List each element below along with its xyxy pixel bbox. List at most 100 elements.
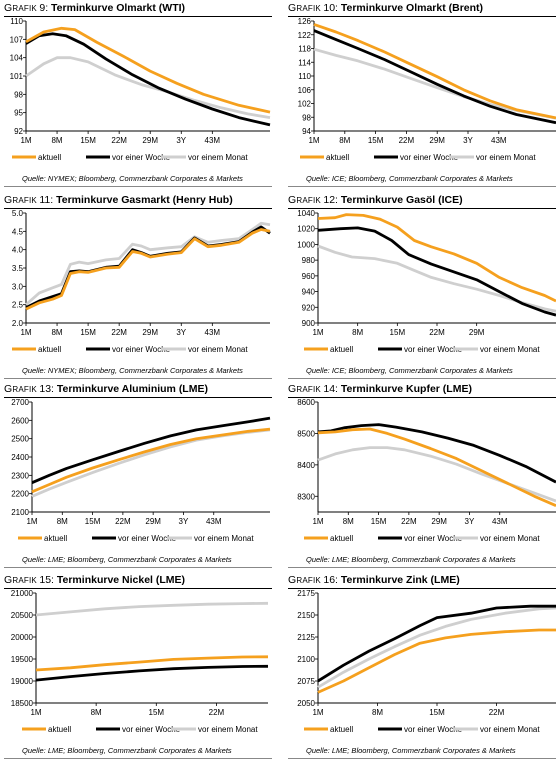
x-tick-label: 8M	[91, 708, 102, 717]
x-tick-label: 15M	[85, 517, 101, 526]
chart-title: GRAFIK 10: Terminkurve Olmarkt (Brent)	[288, 2, 483, 16]
title-rule	[4, 208, 272, 209]
y-tick-label: 94	[302, 127, 311, 136]
y-tick-label: 98	[14, 90, 23, 99]
x-tick-label: 43M	[205, 136, 221, 145]
x-tick-label: 22M	[111, 136, 127, 145]
x-tick-label: 8M	[339, 136, 350, 145]
chart-title: GRAFIK 16: Terminkurve Zink (LME)	[288, 574, 460, 588]
bottom-rule	[4, 758, 272, 759]
x-tick-label: 3Y	[179, 517, 189, 526]
legend-label: aktuell	[326, 153, 349, 162]
bottom-rule	[4, 378, 272, 379]
series-line-aktuell	[317, 427, 556, 507]
y-tick-label: 980	[302, 256, 316, 265]
chart-title-prefix: G	[4, 194, 13, 206]
x-tick-label: 22M	[111, 328, 127, 337]
series-line-aktuell	[313, 23, 556, 120]
x-tick-label: 43M	[205, 328, 221, 337]
y-tick-label: 122	[298, 31, 312, 40]
chart-title: GRAFIK 15: Terminkurve Nickel (LME)	[4, 574, 185, 588]
chart-source: Quelle: NYMEX; Bloomberg, Commerzbank Co…	[22, 366, 243, 375]
series-line-vor-einer-woche	[25, 32, 271, 127]
chart-title-text: Terminkurve Aluminium (LME)	[56, 383, 208, 395]
x-tick-label: 22M	[115, 517, 131, 526]
bottom-rule	[4, 567, 272, 568]
chart-title-prefix: G	[288, 383, 297, 395]
y-tick-label: 101	[10, 72, 24, 81]
series-line-vor-einem-monat	[25, 221, 271, 306]
series-line-vor-einem-monat	[25, 56, 271, 119]
chart-source: Quelle: ICE; Bloomberg, Commerzbank Corp…	[306, 366, 513, 375]
line-chart: 18500 19000 19500 20000 20500 21000 1M 8M 15M 22M…	[11, 589, 269, 734]
y-tick-label: 3.0	[12, 282, 24, 291]
chart-panel: GRAFIK 16: Terminkurve Zink (LME) 2050 207…	[288, 574, 558, 762]
chart-source: Quelle: LME; Bloomberg, Commerzbank Corp…	[22, 746, 232, 755]
y-tick-label: 1040	[297, 209, 315, 218]
x-tick-label: 43M	[491, 136, 507, 145]
chart-panel: GRAFIK 10: Terminkurve Olmarkt (Brent) 94…	[288, 2, 558, 190]
legend-label: vor einem Monat	[198, 725, 258, 734]
y-tick-label: 18500	[11, 699, 34, 708]
legend-label: aktuell	[38, 345, 61, 354]
bottom-rule	[288, 378, 556, 379]
y-tick-label: 2075	[297, 677, 315, 686]
line-chart: 2050 2075 2100 2125 2150 2175 1M 8M 15M 22M aktuel…	[297, 589, 556, 734]
y-tick-label: 92	[14, 127, 23, 136]
series-line-vor-einem-monat	[35, 601, 269, 617]
chart-title: GRAFIK 12: Terminkurve Gasöl (ICE)	[288, 194, 463, 208]
chart-number: 16:	[323, 574, 341, 586]
x-tick-label: 1M	[20, 328, 31, 337]
line-chart: 92 95 98 101 104 107 110 1M 8M 15M 22M 29M 3Y 43M aktu…	[10, 17, 271, 162]
y-tick-label: 2150	[297, 611, 315, 620]
chart-title-prefix: G	[4, 2, 13, 14]
x-tick-label: 29M	[469, 328, 485, 337]
x-tick-label: 29M	[142, 136, 158, 145]
y-tick-label: 2100	[11, 508, 29, 517]
chart-title-prefix: G	[288, 2, 297, 14]
series-line-vor-einem-monat	[317, 446, 556, 503]
chart-title-prefix-rest: RAFIK	[296, 4, 324, 13]
chart-title: GRAFIK 13: Terminkurve Aluminium (LME)	[4, 383, 208, 397]
x-tick-label: 8M	[352, 328, 363, 337]
series-line-vor-einer-woche	[317, 226, 556, 317]
y-tick-label: 2400	[11, 453, 29, 462]
legend-label: aktuell	[330, 725, 353, 734]
x-tick-label: 3Y	[176, 136, 186, 145]
chart-source: Quelle: LME; Bloomberg, Commerzbank Corp…	[306, 555, 516, 564]
title-rule	[288, 208, 556, 209]
chart-title-prefix-rest: RAFIK	[12, 196, 40, 205]
x-tick-label: 29M	[431, 517, 447, 526]
x-tick-label: 22M	[399, 136, 415, 145]
legend-label: aktuell	[330, 534, 353, 543]
chart-title-prefix: G	[4, 574, 13, 586]
x-tick-label: 15M	[149, 708, 165, 717]
series-line-aktuell	[31, 427, 271, 494]
legend-label: vor einer Woche	[400, 153, 459, 162]
x-tick-label: 22M	[209, 708, 225, 717]
y-tick-label: 2700	[11, 398, 29, 407]
chart-source: Quelle: NYMEX; Bloomberg, Commerzbank Co…	[22, 174, 243, 183]
legend-label: aktuell	[330, 345, 353, 354]
chart-title-text: Terminkurve Nickel (LME)	[56, 574, 186, 586]
x-tick-label: 15M	[80, 136, 96, 145]
series-line-vor-einer-woche	[31, 416, 271, 484]
x-tick-label: 29M	[142, 328, 158, 337]
legend-label: vor einem Monat	[188, 345, 248, 354]
y-tick-label: 110	[298, 72, 311, 81]
chart-title-prefix-rest: RAFIK	[12, 4, 40, 13]
y-tick-label: 104	[10, 54, 24, 63]
title-rule	[288, 588, 556, 589]
legend-label: vor einem Monat	[188, 153, 248, 162]
y-tick-label: 114	[298, 58, 311, 67]
x-tick-label: 1M	[30, 708, 41, 717]
y-tick-label: 19500	[11, 655, 34, 664]
chart-number: 15:	[39, 574, 57, 586]
x-tick-label: 43M	[492, 517, 508, 526]
legend-label: aktuell	[44, 534, 67, 543]
y-tick-label: 900	[302, 319, 316, 328]
legend-label: vor einer Woche	[112, 345, 171, 354]
y-tick-label: 2200	[11, 490, 29, 499]
x-tick-label: 1M	[26, 517, 37, 526]
chart-title-text: Terminkurve Gasmarkt (Henry Hub)	[56, 194, 233, 206]
